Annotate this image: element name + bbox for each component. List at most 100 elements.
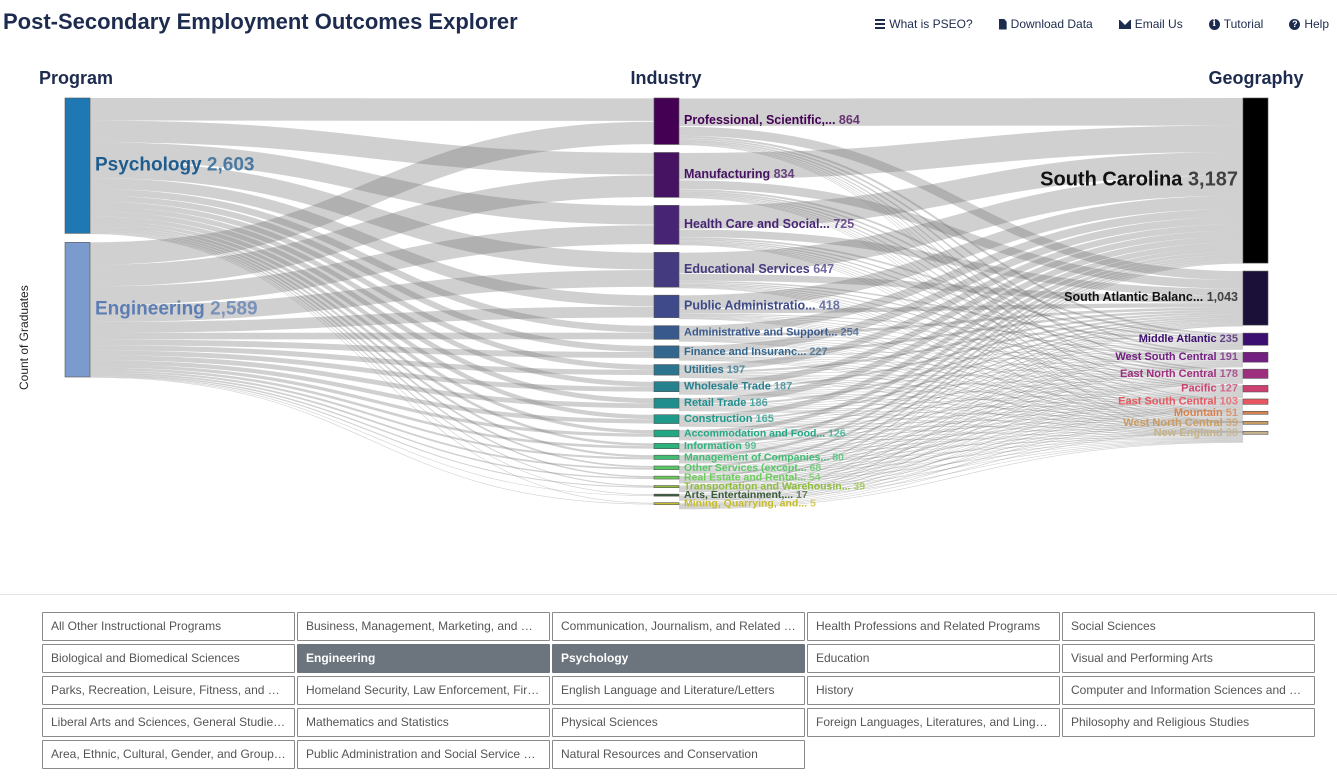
geography-node[interactable] — [1242, 398, 1269, 405]
node-value: 17 — [796, 489, 808, 501]
geography-node[interactable] — [1242, 431, 1269, 435]
sankey-link — [678, 238, 1244, 357]
filter-button[interactable]: Computer and Information Sciences and Su… — [1062, 676, 1315, 705]
filter-button[interactable]: Philosophy and Religious Studies — [1062, 708, 1315, 737]
nav-tutorial[interactable]: i Tutorial — [1208, 17, 1263, 31]
program-node[interactable] — [64, 97, 91, 234]
filter-button[interactable]: Liberal Arts and Sciences, General Studi… — [42, 708, 295, 737]
industry-node[interactable] — [653, 152, 680, 198]
filter-button[interactable]: Social Sciences — [1062, 612, 1315, 641]
sankey-link — [678, 392, 1244, 409]
geography-node[interactable] — [1242, 421, 1269, 425]
geography-node[interactable] — [1242, 411, 1269, 415]
node-value: 165 — [756, 413, 774, 425]
sankey-link — [678, 374, 1244, 392]
industry-node[interactable] — [653, 485, 680, 488]
sankey-link — [678, 380, 1244, 461]
node-value: 178 — [1220, 368, 1238, 380]
nav-help[interactable]: ? Help — [1289, 17, 1329, 31]
filter-button[interactable]: Health Professions and Related Programs — [807, 612, 1060, 641]
industry-node[interactable] — [653, 294, 680, 318]
filter-button[interactable]: History — [807, 676, 1060, 705]
geography-node[interactable] — [1242, 368, 1269, 379]
filter-button[interactable]: Visual and Performing Arts — [1062, 644, 1315, 673]
sankey-link — [678, 339, 1244, 404]
sankey-link — [89, 370, 655, 460]
sankey-link — [678, 310, 1244, 356]
industry-node[interactable] — [653, 381, 680, 392]
filter-button[interactable]: Mathematics and Statistics — [297, 708, 550, 737]
sankey-link — [678, 357, 1244, 392]
filter-button[interactable]: Engineering — [297, 644, 550, 673]
sankey-link — [678, 397, 1244, 507]
geography-node[interactable] — [1242, 270, 1269, 326]
industry-node[interactable] — [653, 397, 680, 409]
sankey-link — [678, 359, 1244, 426]
industry-node[interactable] — [653, 97, 680, 145]
geography-node[interactable] — [1242, 351, 1269, 363]
sankey-link — [678, 410, 1244, 438]
filter-button[interactable]: Communication, Journalism, and Related P… — [552, 612, 805, 641]
industry-node[interactable] — [653, 252, 680, 288]
filter-button[interactable]: Parks, Recreation, Leisure, Fitness, and… — [42, 676, 295, 705]
filter-button[interactable]: Natural Resources and Conservation — [552, 740, 805, 769]
node-name: Wholesale Trade — [684, 381, 774, 393]
filter-button[interactable]: Area, Ethnic, Cultural, Gender, and Grou… — [42, 740, 295, 769]
node-value: 2,589 — [210, 299, 258, 320]
sankey-link — [678, 417, 1244, 440]
industry-node[interactable] — [653, 414, 680, 424]
filter-button[interactable]: Education — [807, 644, 1060, 673]
sankey-link — [678, 432, 1244, 509]
filter-button[interactable]: Psychology — [552, 644, 805, 673]
sankey-link — [678, 393, 1244, 438]
sankey-link — [678, 251, 1244, 447]
sankey-link — [678, 405, 1244, 410]
industry-node[interactable] — [653, 493, 680, 497]
filter-button[interactable]: Biological and Biomedical Sciences — [42, 644, 295, 673]
industry-node[interactable] — [653, 443, 680, 449]
node-value: 418 — [819, 299, 840, 313]
sankey-link — [678, 338, 1244, 391]
sankey-link — [678, 377, 1244, 409]
industry-node[interactable] — [653, 429, 680, 438]
industry-node[interactable] — [653, 325, 680, 340]
sankey-link — [678, 409, 1244, 499]
geography-node[interactable] — [1242, 385, 1269, 393]
sankey-link — [678, 428, 1244, 452]
industry-node[interactable] — [653, 475, 680, 480]
geography-node[interactable] — [1242, 332, 1269, 346]
nav-what-is-pseo[interactable]: What is PSEO? — [875, 17, 973, 31]
industry-node[interactable] — [653, 205, 680, 245]
industry-node[interactable] — [653, 364, 680, 376]
geography-label: Middle Atlantic 235 — [1139, 333, 1238, 345]
industry-node[interactable] — [653, 502, 680, 505]
geography-node[interactable] — [1242, 97, 1269, 264]
sankey-link — [678, 382, 1244, 498]
nav-email-us[interactable]: Email Us — [1118, 17, 1183, 31]
sankey-link — [89, 350, 655, 392]
sankey-link — [678, 440, 1244, 493]
geography-label: Pacific 127 — [1181, 383, 1238, 395]
sankey-link — [89, 270, 655, 322]
nav-download-data[interactable]: Download Data — [998, 17, 1093, 31]
filter-button[interactable]: Public Administration and Social Service… — [297, 740, 550, 769]
node-value: 864 — [839, 114, 860, 128]
filter-button[interactable]: Homeland Security, Law Enforcement, Fire… — [297, 676, 550, 705]
filter-button[interactable]: Foreign Languages, Literatures, and Ling… — [807, 708, 1060, 737]
program-node[interactable] — [64, 242, 91, 378]
filter-button[interactable]: All Other Instructional Programs — [42, 612, 295, 641]
filter-button[interactable]: Business, Management, Marketing, and Rel… — [297, 612, 550, 641]
filter-button[interactable]: Physical Sciences — [552, 708, 805, 737]
sankey-link — [678, 195, 1244, 309]
sankey-link — [678, 377, 1244, 392]
industry-label: Administrative and Support... 254 — [684, 326, 860, 338]
node-name: South Atlantic Balanc... — [1064, 290, 1207, 304]
industry-node[interactable] — [653, 465, 680, 470]
node-name: Utilities — [684, 364, 727, 376]
sankey-link — [89, 228, 655, 468]
sankey-link — [678, 337, 1244, 360]
node-name: Health Care and Social... — [684, 217, 833, 231]
filter-button[interactable]: English Language and Literature/Letters — [552, 676, 805, 705]
industry-node[interactable] — [653, 454, 680, 460]
industry-node[interactable] — [653, 345, 680, 359]
